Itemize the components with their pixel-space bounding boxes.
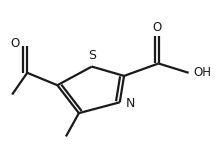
- Text: OH: OH: [193, 66, 211, 79]
- Text: O: O: [153, 21, 162, 33]
- Text: S: S: [88, 49, 96, 62]
- Text: O: O: [11, 37, 20, 50]
- Text: N: N: [126, 97, 135, 110]
